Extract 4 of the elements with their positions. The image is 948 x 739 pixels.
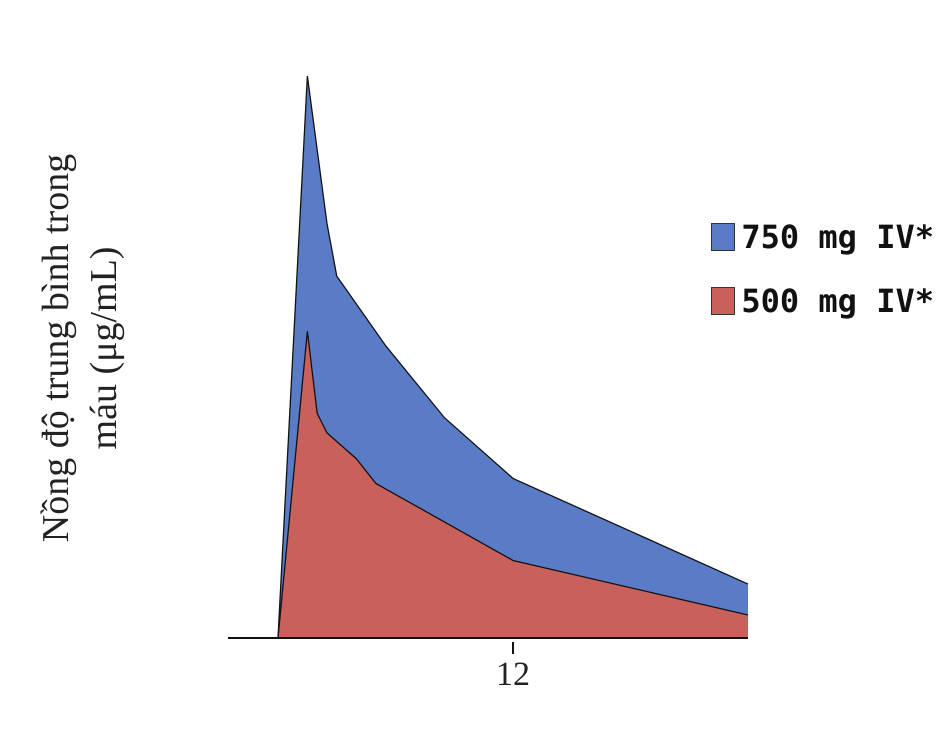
legend-label: 500 mg IV* [741,282,934,320]
text: 12 [495,655,531,694]
y-axis-title: Nồng độ trung bình trong máu (μg/mL) [35,154,125,542]
legend-label: 750 mg IV* [741,218,934,256]
